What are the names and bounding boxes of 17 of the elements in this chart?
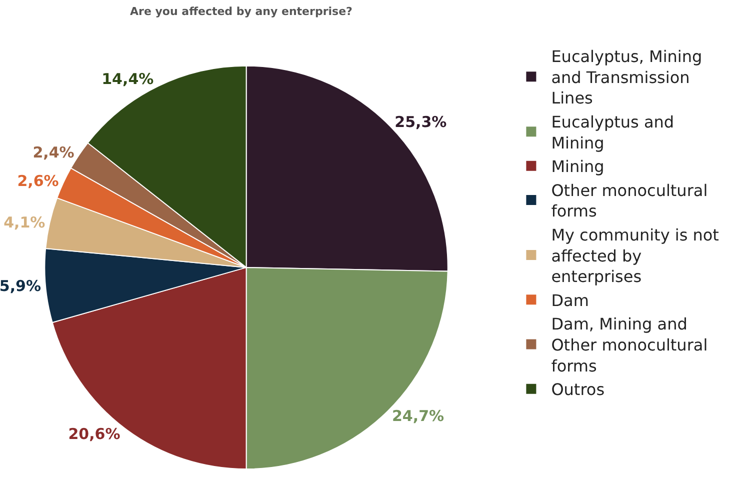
legend-label: Dam, Mining and Other monocultural forms — [551, 314, 708, 376]
data-label: 2,4% — [32, 143, 74, 162]
legend-label: Outros — [551, 380, 605, 400]
legend-label: Dam — [551, 290, 589, 310]
legend-label: Eucalyptus, Mining and Transmission Lines — [551, 47, 702, 108]
legend-label: Other monocultural forms — [551, 180, 708, 221]
data-label: 14,4% — [102, 70, 154, 88]
data-label: 25,3% — [394, 112, 447, 131]
legend-label: My community is not affected by enterprises — [551, 226, 719, 286]
data-label: 4,1% — [4, 213, 46, 232]
data-label: 5,9% — [0, 276, 42, 295]
data-label: 2,6% — [17, 172, 59, 190]
data-label: 20,6% — [68, 425, 120, 444]
chart-title: Are you affected by any enterprise? — [130, 5, 352, 18]
legend-label: Mining — [551, 157, 604, 176]
legend-label: Eucalyptus and Mining — [551, 112, 674, 152]
data-label: 24,7% — [392, 406, 444, 425]
